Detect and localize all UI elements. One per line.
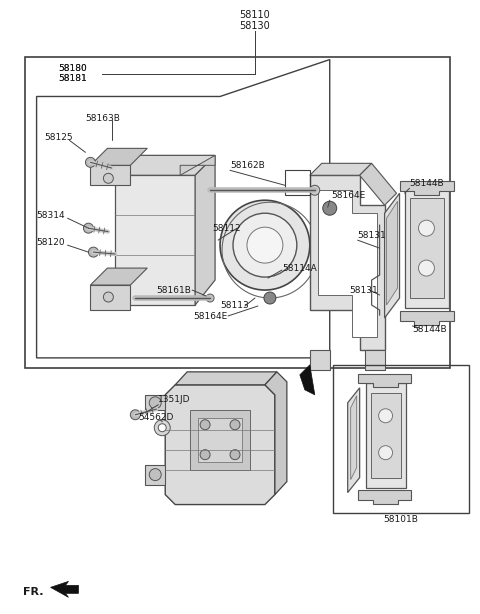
Polygon shape [90,285,130,310]
Text: 58120: 58120 [36,238,65,247]
Text: 58314: 58314 [36,211,65,220]
Polygon shape [195,155,215,305]
Text: 58164E: 58164E [332,191,366,200]
Polygon shape [366,383,406,488]
Text: 58180: 58180 [59,64,87,73]
Polygon shape [90,268,147,285]
Text: 58114A: 58114A [282,263,317,273]
Bar [285,170,310,195]
Circle shape [264,292,276,304]
Text: 1351JD: 1351JD [158,395,191,404]
Circle shape [149,468,161,481]
Polygon shape [371,393,400,478]
Text: 58131: 58131 [358,231,386,239]
Polygon shape [300,365,315,395]
Bar [198,418,242,462]
Text: 58181: 58181 [59,74,87,83]
Text: 58130: 58130 [240,21,270,31]
Circle shape [323,201,336,216]
Polygon shape [310,163,372,176]
Polygon shape [386,201,397,305]
Circle shape [247,227,283,263]
Bar [24,56,450,368]
Text: 58180: 58180 [59,64,87,73]
Circle shape [84,223,94,233]
Polygon shape [365,350,384,370]
Circle shape [233,213,297,277]
Polygon shape [165,385,275,505]
Polygon shape [145,465,165,484]
Text: 58161B: 58161B [156,286,191,295]
Polygon shape [180,155,215,176]
Polygon shape [358,489,410,503]
Circle shape [220,200,310,290]
Polygon shape [145,395,165,410]
Text: 58163B: 58163B [85,114,120,123]
Circle shape [88,247,98,257]
Circle shape [200,420,210,430]
Circle shape [379,446,393,460]
Text: 58125: 58125 [45,133,73,142]
Polygon shape [360,163,396,205]
Bar [333,365,469,513]
Bar [190,410,250,470]
Polygon shape [358,374,410,387]
Circle shape [379,409,393,422]
Text: 58101B: 58101B [383,515,418,524]
Polygon shape [399,311,455,325]
Polygon shape [50,581,78,597]
Circle shape [419,260,434,276]
Polygon shape [265,372,287,494]
Text: 58110: 58110 [240,10,270,20]
Circle shape [130,410,140,420]
Polygon shape [90,165,130,185]
Polygon shape [409,198,444,298]
Circle shape [419,220,434,236]
Polygon shape [405,188,449,308]
Circle shape [230,449,240,460]
Polygon shape [310,350,330,370]
Circle shape [103,292,113,302]
Circle shape [158,424,166,432]
Text: 58162B: 58162B [230,161,265,170]
Polygon shape [351,396,357,480]
Text: 58131: 58131 [350,286,378,295]
Polygon shape [175,372,277,385]
Polygon shape [90,149,147,165]
Polygon shape [399,181,455,195]
Circle shape [154,420,170,436]
Circle shape [103,173,113,184]
Polygon shape [348,388,360,492]
Text: 58181: 58181 [59,74,87,83]
Text: 58144B: 58144B [412,325,447,335]
Polygon shape [115,176,195,305]
Circle shape [200,449,210,460]
Polygon shape [310,176,384,350]
Polygon shape [384,193,399,318]
Circle shape [85,157,96,168]
Circle shape [310,185,320,195]
Text: FR.: FR. [23,588,43,597]
Polygon shape [318,190,377,337]
Polygon shape [115,155,215,176]
Circle shape [206,294,214,302]
Text: 58144B: 58144B [409,179,444,188]
Text: 58112: 58112 [212,223,240,233]
Text: 58113: 58113 [220,300,249,309]
Circle shape [230,420,240,430]
Circle shape [149,397,161,409]
Text: 58164E: 58164E [193,313,228,322]
Text: 54562D: 54562D [138,413,174,422]
